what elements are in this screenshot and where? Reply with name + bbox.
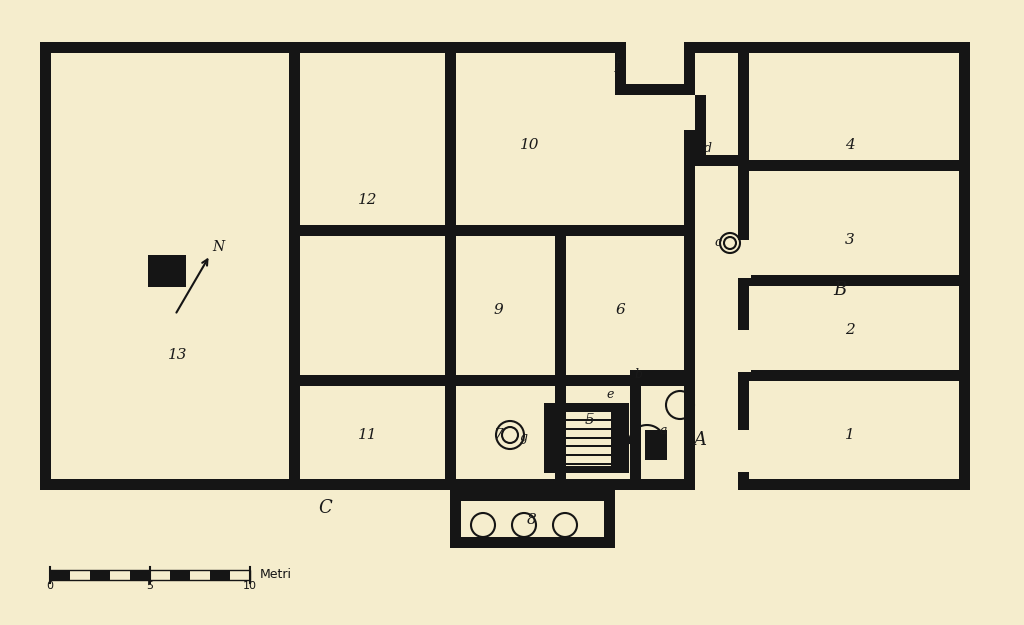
Text: Metri: Metri (260, 569, 292, 581)
Bar (300, 42, 615, 53)
Text: 13: 13 (168, 348, 187, 362)
Text: b: b (634, 368, 642, 381)
Bar (555, 230, 566, 490)
Bar (555, 403, 618, 410)
Bar (736, 430, 751, 472)
Text: 11: 11 (358, 428, 378, 442)
Bar (738, 370, 970, 381)
Bar (615, 42, 626, 95)
Bar (630, 370, 641, 490)
Bar (300, 225, 695, 236)
Bar (555, 437, 618, 439)
Text: 0: 0 (46, 581, 53, 591)
Text: 2: 2 (845, 323, 855, 337)
Text: 9: 9 (494, 303, 503, 317)
Bar (289, 42, 300, 490)
Bar (555, 463, 618, 465)
Bar (736, 330, 751, 372)
Bar (70, 570, 90, 580)
Text: 5: 5 (146, 581, 154, 591)
Text: c: c (715, 236, 722, 249)
Bar (50, 570, 70, 580)
Bar (130, 570, 150, 580)
Text: 7: 7 (494, 428, 503, 442)
Bar (959, 42, 970, 490)
Bar (604, 490, 615, 548)
Bar (555, 466, 618, 473)
Bar (555, 403, 562, 473)
Text: A: A (693, 431, 707, 449)
Bar (300, 479, 695, 490)
Bar (445, 42, 456, 490)
Bar (695, 42, 749, 53)
Bar (695, 95, 706, 165)
Text: B: B (834, 281, 847, 299)
Bar (645, 430, 667, 460)
Bar (210, 570, 230, 580)
Bar (544, 403, 555, 473)
Text: 5: 5 (585, 413, 595, 427)
Text: N: N (212, 240, 224, 254)
Bar (170, 570, 190, 580)
Bar (738, 160, 970, 171)
Text: e: e (606, 389, 613, 401)
Bar (736, 240, 751, 278)
Bar (684, 130, 695, 490)
Bar (738, 42, 749, 490)
Bar (555, 419, 618, 421)
Text: C: C (318, 499, 332, 517)
Bar (50, 570, 250, 580)
Bar (40, 42, 51, 490)
Bar (738, 42, 970, 53)
Text: 6: 6 (615, 303, 625, 317)
Bar (684, 42, 695, 95)
Bar (230, 570, 250, 580)
Bar (289, 42, 300, 490)
Bar (738, 275, 970, 286)
Bar (555, 445, 618, 447)
Text: 4: 4 (845, 138, 855, 152)
Text: 12: 12 (358, 193, 378, 207)
Bar (618, 403, 629, 473)
Bar (555, 428, 618, 430)
Text: 3: 3 (845, 233, 855, 247)
Bar (40, 42, 300, 53)
Bar (738, 479, 970, 490)
Bar (695, 155, 738, 166)
Bar (148, 255, 186, 287)
Bar (450, 490, 615, 501)
Text: a: a (659, 424, 667, 436)
Bar (190, 570, 210, 580)
Bar (615, 84, 695, 95)
Bar (555, 454, 618, 456)
Bar (555, 410, 618, 412)
Bar (450, 537, 615, 548)
Bar (450, 225, 695, 236)
Text: f: f (614, 59, 620, 71)
Text: 8: 8 (527, 513, 537, 527)
Bar (450, 490, 461, 548)
Bar (635, 370, 695, 386)
Bar (150, 570, 170, 580)
Bar (40, 479, 300, 490)
Bar (611, 403, 618, 473)
Text: 1: 1 (845, 428, 855, 442)
Bar (110, 570, 130, 580)
Bar (90, 570, 110, 580)
Text: 10: 10 (520, 138, 540, 152)
Bar (300, 375, 695, 386)
Text: d: d (705, 141, 712, 154)
Text: 10: 10 (243, 581, 257, 591)
Text: g: g (520, 431, 528, 444)
